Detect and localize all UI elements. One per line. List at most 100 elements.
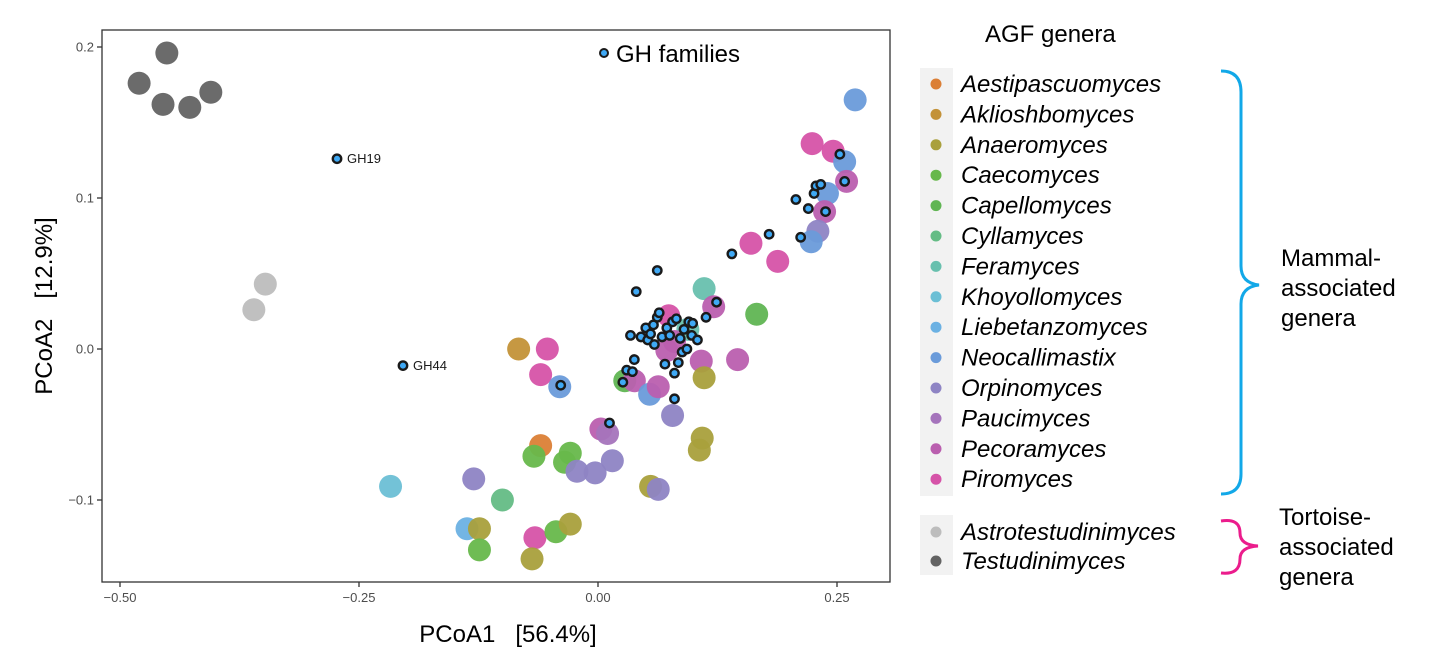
genus-point-pecoramyces bbox=[726, 348, 750, 372]
gh-points: GH19 GH44 bbox=[331, 148, 851, 429]
legend-label: Orpinomyces bbox=[961, 375, 1102, 402]
genus-point-feramyces bbox=[692, 277, 716, 301]
genus-point-caecomyces bbox=[467, 538, 491, 562]
gh-point-label: GH44 bbox=[413, 358, 447, 373]
genus-point-orpinomyces bbox=[646, 477, 670, 501]
gh-point bbox=[630, 286, 642, 298]
genus-point-paucimyces bbox=[596, 422, 620, 446]
gh-point bbox=[659, 358, 671, 370]
legend-label: Testudinimyces bbox=[961, 548, 1126, 575]
legend-key-khoyollomyces bbox=[930, 291, 942, 303]
genus-point-anaeromyces bbox=[687, 438, 711, 462]
genus-point-orpinomyces bbox=[565, 459, 589, 483]
legend-key-bg-mammal bbox=[920, 68, 953, 496]
genus-point-piromyces bbox=[800, 132, 824, 156]
genus-point-orpinomyces bbox=[661, 403, 685, 427]
genus-point-pecoramyces bbox=[646, 375, 670, 399]
gh-point bbox=[645, 328, 656, 340]
genus-point-astrotestudinimyces bbox=[242, 298, 266, 322]
legend-key-neocallimastix bbox=[930, 352, 942, 364]
legend-label: Aestipascuomyces bbox=[959, 71, 1161, 98]
genus-point-testudinimyces bbox=[178, 95, 202, 119]
genus-point-piromyces bbox=[766, 249, 790, 273]
legend-label: Capellomyces bbox=[961, 193, 1112, 220]
legend-label: Anaeromyces bbox=[959, 132, 1108, 159]
gh-point bbox=[672, 357, 684, 368]
gh-point bbox=[763, 228, 775, 240]
gh-point bbox=[820, 206, 831, 217]
gh-point bbox=[802, 203, 814, 214]
legend-title: AGF genera bbox=[985, 21, 1116, 48]
genus-point-piromyces bbox=[739, 231, 763, 255]
legend-label: Paucimyces bbox=[961, 405, 1090, 432]
genus-point-anaeromyces bbox=[692, 366, 716, 390]
genus-point-neocallimastix bbox=[843, 88, 867, 112]
legend-key-feramyces bbox=[930, 260, 942, 272]
legend-key-pecoramyces bbox=[930, 443, 942, 455]
tortoise-brace-icon bbox=[1220, 519, 1259, 575]
gh-point bbox=[331, 153, 343, 165]
legend-label: Astrotestudinimyces bbox=[959, 519, 1176, 546]
legend-key-aestipascuomyces bbox=[930, 78, 942, 90]
legend-label: Khoyollomyces bbox=[961, 284, 1122, 311]
y-tick-label: 0.1 bbox=[76, 191, 94, 206]
legend-label: Piromyces bbox=[961, 466, 1073, 493]
gh-point bbox=[397, 360, 409, 372]
legend-key-orpinomyces bbox=[930, 382, 942, 394]
gh-point bbox=[726, 248, 738, 260]
legend-key-anaeromyces bbox=[930, 139, 942, 151]
gh-point bbox=[627, 366, 638, 378]
genus-point-testudinimyces bbox=[151, 92, 175, 116]
legend-key-caecomyces bbox=[930, 169, 942, 181]
gh-point bbox=[834, 148, 846, 160]
genus-point-testudinimyces bbox=[155, 41, 179, 65]
gh-point bbox=[670, 313, 682, 325]
genus-point-anaeromyces bbox=[558, 512, 582, 536]
genus-point-aklioshbomyces bbox=[507, 337, 531, 361]
genus-point-orpinomyces bbox=[583, 461, 607, 485]
gh-point bbox=[790, 194, 802, 205]
gh-point bbox=[653, 307, 665, 319]
gh-point bbox=[815, 179, 827, 190]
genus-point-testudinimyces bbox=[199, 80, 223, 104]
genus-point-anaeromyces bbox=[467, 517, 491, 541]
legend-label: Cyllamyces bbox=[961, 223, 1084, 250]
gh-point bbox=[681, 343, 693, 355]
gh-point bbox=[617, 376, 629, 388]
gh-point bbox=[669, 367, 680, 379]
legend-label: Liebetanzomyces bbox=[961, 314, 1148, 341]
genus-point-orpinomyces bbox=[600, 449, 624, 473]
gh-point bbox=[678, 323, 690, 335]
gh-point bbox=[839, 175, 851, 187]
gh-point bbox=[669, 393, 680, 405]
legend-key-aklioshbomyces bbox=[930, 108, 942, 120]
genera-legend: AGF genera Aestipascuomyces Aklioshbomyce… bbox=[920, 21, 1176, 575]
mammal-bracket: Mammal- associated genera bbox=[1220, 69, 1396, 496]
gh-point bbox=[711, 296, 722, 308]
gh-point bbox=[625, 330, 636, 341]
y-tick-label: 0.0 bbox=[76, 342, 94, 357]
x-axis-title: PCoA1 [56.4%] bbox=[419, 621, 596, 648]
legend-label: Aklioshbomyces bbox=[959, 101, 1134, 128]
x-axis: −0.50 −0.25 0.00 0.25 bbox=[104, 582, 850, 605]
gh-legend-marker bbox=[599, 48, 609, 58]
genus-point-astrotestudinimyces bbox=[253, 272, 277, 296]
legend-key-testudinimyces bbox=[930, 555, 942, 567]
gh-point bbox=[687, 317, 699, 329]
gh-point bbox=[604, 417, 615, 429]
gh-point-label: GH19 bbox=[347, 151, 381, 166]
gh-point bbox=[649, 339, 660, 350]
gh-point bbox=[664, 330, 676, 341]
genus-point-orpinomyces bbox=[462, 467, 486, 491]
genus-point-pecoramyces bbox=[655, 339, 679, 363]
gh-point bbox=[674, 333, 686, 344]
y-tick-label: −0.1 bbox=[68, 493, 94, 508]
mammal-brace-icon bbox=[1220, 69, 1260, 496]
tortoise-group-label: Tortoise- associated genera bbox=[1279, 504, 1400, 591]
legend-label: Caecomyces bbox=[961, 162, 1100, 189]
tortoise-bracket: Tortoise- associated genera bbox=[1220, 504, 1400, 591]
legend-label: Neocallimastix bbox=[961, 345, 1117, 372]
y-axis-title: PCoA2 [12.9%] bbox=[31, 217, 58, 394]
genus-point-anaeromyces bbox=[520, 547, 544, 571]
